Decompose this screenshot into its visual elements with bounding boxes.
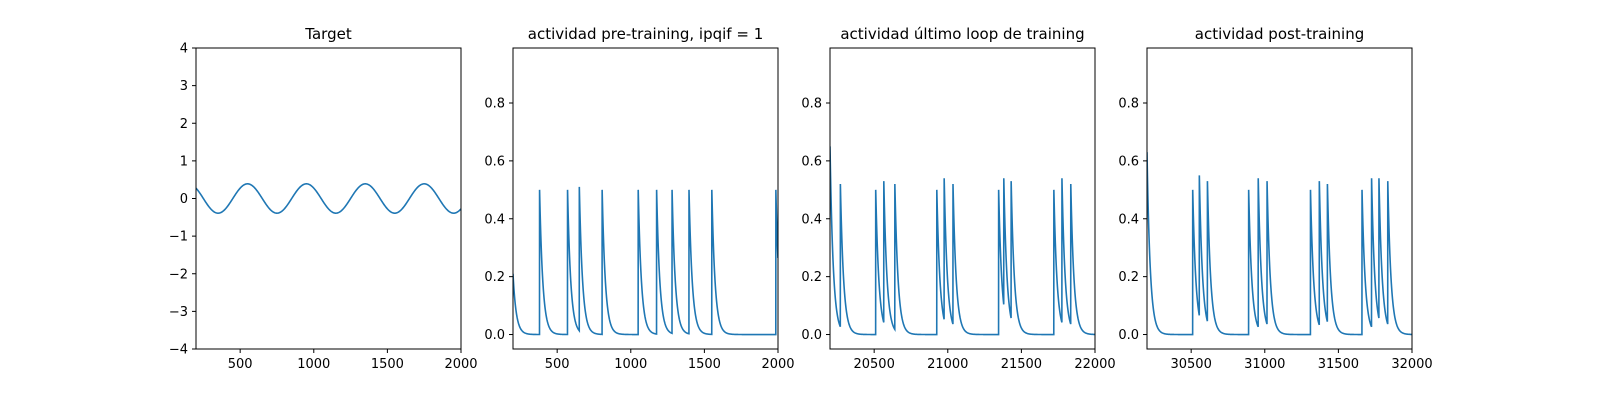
y-tick-label: 0.2 xyxy=(801,270,822,285)
y-tick-label: 0.8 xyxy=(484,96,505,111)
axes-frame xyxy=(1146,47,1413,350)
x-tick-label: 30500 xyxy=(1170,357,1211,372)
subplot-4: 30500 31000 31500 32000 0.0 0.2 0.4 0.6 0.8 activ… xyxy=(1118,25,1432,372)
subplot-2: 500 1000 1500 2000 0.0 0.2 0.4 0.6 0.8 actividad … xyxy=(484,25,794,372)
y-tick-label: −3 xyxy=(169,305,188,320)
axes-frame xyxy=(195,47,462,350)
y-tick-label: 0.6 xyxy=(801,154,822,169)
x-tick-label: 21000 xyxy=(927,357,968,372)
series-line xyxy=(1147,152,1412,336)
y-tick-label: 0.0 xyxy=(484,328,505,343)
x-tick-label: 2000 xyxy=(761,357,794,372)
subplot-3: 20500 21000 21500 22000 0.0 0.2 0.4 0.6 0.8 activ… xyxy=(801,25,1115,372)
y-tick-label: 0.0 xyxy=(801,328,822,343)
x-tick-label: 22000 xyxy=(1074,357,1115,372)
x-tick-label: 1500 xyxy=(371,357,404,372)
x-tick-label: 1000 xyxy=(297,357,330,372)
y-tick-label: 0.4 xyxy=(484,212,505,227)
subplot-title: actividad último loop de training xyxy=(840,25,1084,43)
y-tick-label: 0.4 xyxy=(1118,212,1139,227)
series-line xyxy=(830,146,1095,336)
y-tick-label: −2 xyxy=(169,267,188,282)
y-tick-label: 0.8 xyxy=(1118,96,1139,111)
subplot-1: 500 1000 1500 2000 −4 −3 −2 −1 0 1 2 3 4 Target xyxy=(169,25,478,372)
x-tick-label: 500 xyxy=(545,357,570,372)
subplot-title: actividad post-training xyxy=(1195,25,1364,43)
x-tick-label: 31000 xyxy=(1244,357,1285,372)
x-tick-label: 31500 xyxy=(1318,357,1359,372)
y-tick-label: 0.8 xyxy=(801,96,822,111)
y-tick-label: −1 xyxy=(169,230,188,245)
y-tick-label: 0.0 xyxy=(1118,328,1139,343)
x-tick-label: 32000 xyxy=(1391,357,1432,372)
series-line xyxy=(196,183,461,214)
y-tick-label: −4 xyxy=(169,343,188,358)
x-tick-label: 1000 xyxy=(614,357,647,372)
subplot-title: actividad pre-training, ipqif = 1 xyxy=(528,25,764,43)
y-tick-label: 0.2 xyxy=(484,270,505,285)
series-line xyxy=(513,186,778,336)
y-tick-label: 0 xyxy=(180,192,188,207)
y-tick-label: 3 xyxy=(180,79,188,94)
axes-frame xyxy=(829,47,1096,350)
y-tick-label: 4 xyxy=(180,42,188,57)
y-tick-label: 2 xyxy=(180,117,188,132)
y-tick-label: 1 xyxy=(180,154,188,169)
y-tick-label: 0.6 xyxy=(484,154,505,169)
subplot-title: Target xyxy=(304,25,352,43)
axes-frame xyxy=(512,47,779,350)
y-tick-label: 0.6 xyxy=(1118,154,1139,169)
x-tick-label: 21500 xyxy=(1001,357,1042,372)
x-tick-label: 1500 xyxy=(688,357,721,372)
x-tick-label: 2000 xyxy=(444,357,477,372)
x-tick-label: 500 xyxy=(228,357,253,372)
x-tick-label: 20500 xyxy=(853,357,894,372)
y-tick-label: 0.4 xyxy=(801,212,822,227)
y-tick-label: 0.2 xyxy=(1118,270,1139,285)
